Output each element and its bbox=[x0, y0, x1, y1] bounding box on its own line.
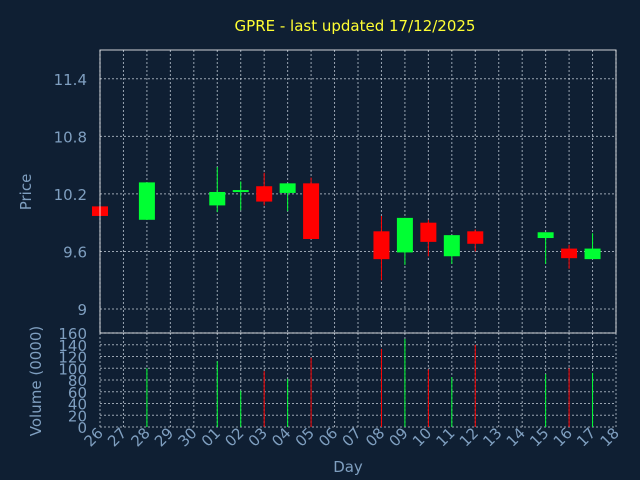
x-tick-label: 13 bbox=[479, 424, 505, 450]
x-tick-label: 05 bbox=[292, 424, 318, 450]
candle-up bbox=[443, 235, 460, 264]
x-tick-label: 04 bbox=[268, 424, 294, 450]
x-tick-label: 02 bbox=[221, 424, 247, 450]
volume-bars bbox=[146, 338, 594, 427]
x-tick-label: 17 bbox=[573, 424, 599, 450]
volume-y-tick-label: 80 bbox=[68, 372, 87, 390]
volume-axis-label: Volume (0000) bbox=[27, 326, 45, 436]
candle-down bbox=[420, 219, 437, 257]
x-axis-label: Day bbox=[333, 458, 363, 476]
candle-up bbox=[138, 182, 155, 220]
price-y-tick-label: 11.4 bbox=[54, 71, 87, 89]
candle-down bbox=[256, 172, 273, 206]
price-y-tick-label: 9.6 bbox=[63, 243, 87, 261]
x-tick-label: 14 bbox=[503, 424, 529, 450]
candle-up bbox=[537, 232, 554, 264]
price-y-tick-label: 9 bbox=[77, 301, 87, 319]
candle-body bbox=[138, 182, 155, 220]
candle-body bbox=[584, 248, 601, 260]
chart-title: GPRE - last updated 17/12/2025 bbox=[235, 17, 476, 35]
volume-y-tick-label: 100 bbox=[58, 360, 87, 378]
price-plot-border bbox=[99, 49, 617, 334]
x-tick-label: 16 bbox=[550, 424, 576, 450]
candle-body bbox=[232, 190, 249, 193]
candle-down bbox=[303, 177, 320, 239]
x-tick-label: 30 bbox=[174, 424, 200, 450]
candle-up bbox=[232, 181, 249, 211]
volume-y-tick-label: 160 bbox=[58, 325, 87, 343]
x-tick-label: 27 bbox=[104, 424, 130, 450]
candle-down bbox=[373, 215, 390, 281]
price-y-tick-label: 10.8 bbox=[54, 128, 87, 146]
x-tick-label: 07 bbox=[339, 424, 365, 450]
candle-body bbox=[537, 232, 554, 239]
candle-body bbox=[396, 217, 413, 253]
price-y-tick-label: 10.2 bbox=[54, 186, 87, 204]
x-tick-label: 15 bbox=[526, 424, 552, 450]
candle-body bbox=[443, 235, 460, 257]
volume-y-tick-label: 140 bbox=[58, 337, 87, 355]
candle-body bbox=[279, 183, 296, 193]
volume-y-tick-label: 0 bbox=[77, 419, 87, 437]
volume-y-tick-label: 120 bbox=[58, 349, 87, 367]
x-tick-label: 03 bbox=[245, 424, 271, 450]
x-tick-label: 12 bbox=[456, 424, 482, 450]
candle-up bbox=[279, 183, 296, 212]
candle-down bbox=[561, 244, 578, 269]
x-tick-label: 01 bbox=[198, 424, 224, 450]
x-tick-label: 11 bbox=[432, 424, 458, 450]
candle-up bbox=[396, 217, 413, 265]
price-grid bbox=[99, 50, 617, 333]
candles bbox=[92, 167, 601, 281]
candle-body bbox=[209, 191, 226, 206]
candle-body bbox=[420, 222, 437, 242]
price-y-ticks: 9 9.6 10.2 10.8 11.4 bbox=[54, 71, 87, 319]
candle-body bbox=[561, 248, 578, 259]
x-tick-label: 08 bbox=[362, 424, 388, 450]
candle-body bbox=[373, 231, 390, 260]
candle-body bbox=[467, 231, 484, 244]
volume-y-tick-label: 40 bbox=[68, 396, 87, 414]
volume-grid bbox=[99, 332, 617, 428]
x-tick-label: 09 bbox=[386, 424, 412, 450]
x-tick-label: 10 bbox=[409, 424, 435, 450]
x-tick-labels: 2627282930010203040506070809101112131415… bbox=[81, 424, 623, 450]
x-tick-label: 06 bbox=[315, 424, 341, 450]
price-axis-label: Price bbox=[17, 174, 35, 211]
candle-up bbox=[209, 167, 226, 213]
x-tick-label: 18 bbox=[597, 424, 623, 450]
volume-y-tick-label: 60 bbox=[68, 384, 87, 402]
candle-up bbox=[584, 233, 601, 260]
price-frame bbox=[99, 49, 617, 334]
x-tick-label: 29 bbox=[151, 424, 177, 450]
candle-body bbox=[256, 186, 273, 202]
candle-body bbox=[303, 183, 320, 239]
x-tick-label: 28 bbox=[128, 424, 154, 450]
volume-y-tick-label: 20 bbox=[68, 407, 87, 425]
candle-down bbox=[467, 229, 484, 252]
